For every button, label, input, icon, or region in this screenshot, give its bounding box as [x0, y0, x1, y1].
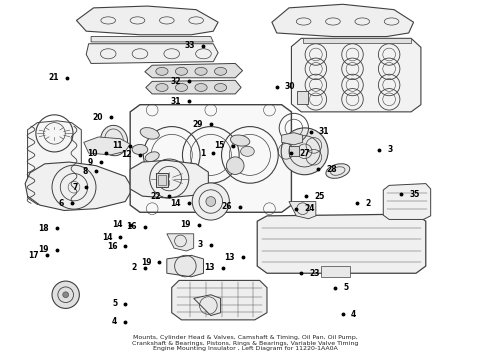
- Text: 14: 14: [102, 233, 112, 242]
- Text: 16: 16: [107, 242, 117, 251]
- Text: 35: 35: [409, 190, 420, 199]
- Ellipse shape: [195, 84, 207, 91]
- Ellipse shape: [156, 67, 168, 75]
- Ellipse shape: [140, 127, 159, 139]
- Bar: [158, 175, 166, 185]
- Polygon shape: [167, 255, 203, 277]
- Polygon shape: [292, 39, 421, 112]
- Text: 7: 7: [73, 183, 78, 192]
- Polygon shape: [25, 162, 133, 211]
- Text: 18: 18: [38, 224, 49, 233]
- Ellipse shape: [175, 67, 188, 75]
- Text: 12: 12: [122, 150, 132, 159]
- Polygon shape: [76, 6, 218, 35]
- Circle shape: [281, 128, 328, 175]
- Polygon shape: [91, 37, 213, 42]
- Bar: [297, 91, 308, 104]
- Text: 2: 2: [132, 264, 137, 273]
- Bar: [289, 146, 299, 156]
- Polygon shape: [272, 4, 414, 37]
- Text: 15: 15: [215, 141, 225, 150]
- Polygon shape: [167, 234, 194, 251]
- Circle shape: [192, 183, 229, 220]
- Text: 13: 13: [224, 253, 235, 262]
- Ellipse shape: [230, 135, 250, 146]
- Text: 31: 31: [171, 96, 181, 105]
- Polygon shape: [383, 184, 431, 220]
- Text: 33: 33: [185, 41, 196, 50]
- Polygon shape: [130, 105, 292, 212]
- Text: 31: 31: [319, 127, 329, 136]
- Text: 17: 17: [28, 251, 39, 260]
- Polygon shape: [303, 39, 411, 43]
- Circle shape: [52, 281, 79, 309]
- Polygon shape: [194, 295, 220, 316]
- Text: 28: 28: [326, 165, 337, 174]
- Text: 16: 16: [126, 222, 137, 231]
- Text: 21: 21: [48, 73, 59, 82]
- Polygon shape: [289, 202, 316, 219]
- Ellipse shape: [175, 84, 188, 91]
- Text: 20: 20: [92, 113, 102, 122]
- Text: 19: 19: [38, 246, 49, 255]
- Polygon shape: [86, 44, 218, 63]
- Polygon shape: [257, 214, 426, 273]
- Text: 27: 27: [299, 149, 310, 158]
- Text: 32: 32: [171, 77, 181, 86]
- Text: 4: 4: [351, 310, 356, 319]
- Text: 3: 3: [388, 145, 392, 154]
- Text: 30: 30: [285, 82, 295, 91]
- Polygon shape: [146, 80, 241, 94]
- Text: 3: 3: [197, 240, 203, 249]
- Circle shape: [226, 157, 244, 175]
- Polygon shape: [282, 133, 303, 145]
- Ellipse shape: [132, 144, 148, 154]
- Polygon shape: [145, 63, 243, 78]
- Text: 2: 2: [366, 199, 370, 208]
- Polygon shape: [130, 160, 208, 198]
- Text: 14: 14: [171, 199, 181, 208]
- Text: 22: 22: [151, 192, 161, 201]
- Text: 5: 5: [343, 283, 348, 292]
- Text: 29: 29: [192, 120, 203, 129]
- Text: 24: 24: [304, 204, 315, 213]
- Polygon shape: [84, 137, 130, 155]
- Circle shape: [206, 197, 216, 206]
- Text: 14: 14: [112, 220, 122, 229]
- Ellipse shape: [195, 67, 207, 75]
- Text: 23: 23: [309, 269, 319, 278]
- Ellipse shape: [215, 67, 227, 75]
- Bar: [156, 173, 168, 187]
- Ellipse shape: [241, 146, 254, 156]
- Text: 19: 19: [180, 220, 191, 229]
- Ellipse shape: [156, 84, 168, 91]
- Text: 9: 9: [88, 158, 93, 167]
- Text: 26: 26: [221, 202, 232, 211]
- Text: 10: 10: [87, 149, 98, 158]
- Text: 13: 13: [204, 264, 215, 273]
- Polygon shape: [27, 121, 81, 204]
- Ellipse shape: [145, 152, 159, 162]
- Text: 25: 25: [314, 192, 324, 201]
- Text: 6: 6: [58, 199, 64, 208]
- Text: 4: 4: [112, 317, 117, 326]
- Text: 1: 1: [200, 149, 205, 158]
- Text: 5: 5: [112, 299, 117, 308]
- Ellipse shape: [326, 164, 350, 178]
- Text: 8: 8: [83, 167, 88, 176]
- Text: 19: 19: [141, 258, 151, 267]
- Text: Mounts, Cylinder Head & Valves, Camshaft & Timing, Oil Pan, Oil Pump,
Crankshaft: Mounts, Cylinder Head & Valves, Camshaft…: [132, 335, 358, 351]
- Circle shape: [63, 292, 69, 298]
- Ellipse shape: [215, 84, 227, 91]
- Ellipse shape: [100, 125, 127, 156]
- Polygon shape: [172, 280, 267, 320]
- Bar: [321, 266, 350, 277]
- Text: 11: 11: [112, 141, 122, 150]
